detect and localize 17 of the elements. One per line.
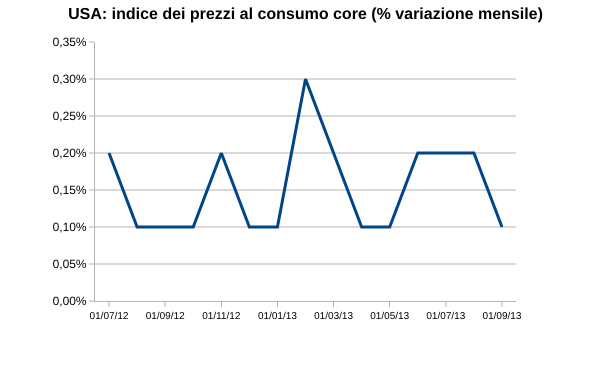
x-tick-label: 01/01/13 (258, 311, 298, 322)
chart-title: USA: indice dei prezzi al consumo core (% variazione mensile) (68, 6, 543, 23)
y-tick-label: 0,30% (52, 72, 87, 86)
x-tick-label: 01/07/12 (90, 311, 129, 322)
x-tick-label: 01/05/13 (370, 311, 410, 322)
x-tick-label: 01/03/13 (314, 311, 354, 322)
y-tick-label: 0,20% (52, 146, 87, 160)
x-tick-label: 01/09/13 (482, 311, 522, 322)
x-tick-label: 01/11/12 (202, 311, 241, 322)
y-tick-label: 0,25% (52, 109, 87, 124)
y-tick-label: 0,05% (52, 257, 87, 272)
x-tick-label: 01/09/12 (146, 311, 186, 322)
x-tick-label: 01/07/13 (426, 311, 466, 322)
y-tick-label: 0,15% (52, 183, 87, 198)
y-tick-label: 0,00% (52, 294, 87, 308)
y-tick-label: 0,35% (52, 35, 87, 50)
y-tick-label: 0,10% (52, 220, 87, 234)
